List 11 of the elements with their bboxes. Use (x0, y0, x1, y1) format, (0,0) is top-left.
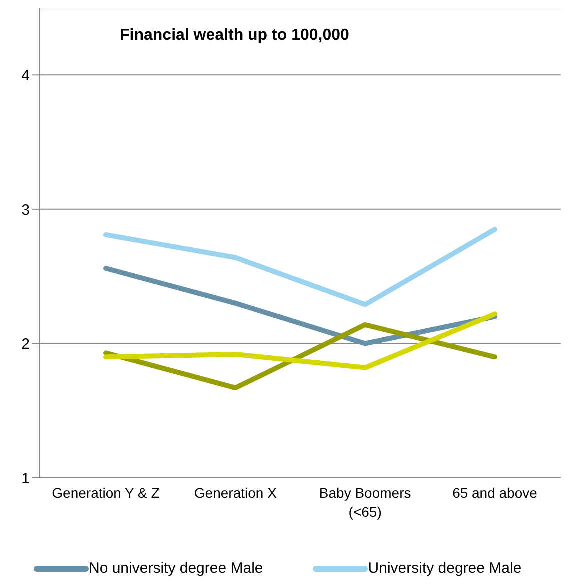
y-tick-label: 1 (22, 470, 30, 488)
y-tick-label: 4 (22, 67, 30, 84)
x-tick-label: Baby Boomers (<65) (319, 485, 412, 520)
y-tick-label: 3 (22, 202, 30, 219)
x-tick-label: 65 and above (452, 485, 538, 501)
x-tick-label: Generation X (194, 485, 278, 501)
y-tick-label: 2 (22, 336, 30, 354)
x-tick-label: Generation Y & Z (52, 485, 160, 501)
text: Financial wealth up to 100,000 (120, 27, 350, 44)
legend-label: University degree Male (368, 560, 522, 577)
legend-label: No university degree Male (89, 560, 264, 577)
